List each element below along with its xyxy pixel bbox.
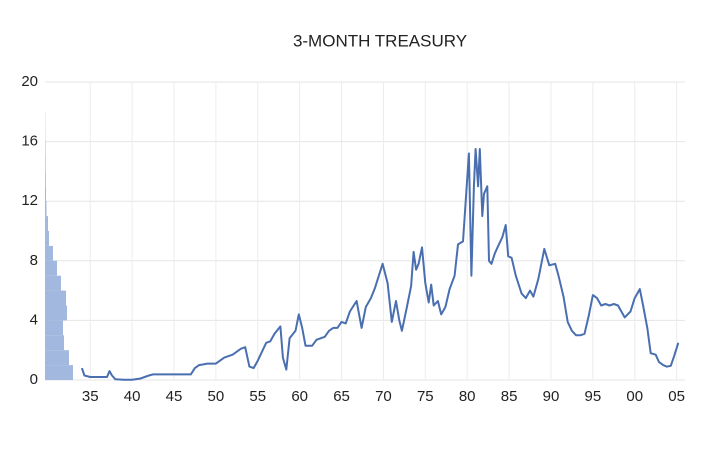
histogram-bar [45,261,57,276]
y-tick-label: 20 [21,73,38,90]
histogram-bar [45,142,46,157]
histogram-bar [45,306,67,321]
histogram-bar [45,157,46,172]
x-tick-label: 80 [459,388,476,405]
histogram-bar [45,365,73,380]
histogram-bar [45,186,46,201]
x-tick-label: 60 [291,388,308,405]
x-tick-label: 05 [668,388,685,405]
chart-title: 3-MONTH TREASURY [293,31,467,50]
y-tick-label: 4 [30,311,38,328]
x-tick-label: 00 [626,388,643,405]
y-tick-label: 16 [21,133,38,150]
histogram-bar [45,231,49,246]
x-tick-label: 45 [166,388,183,405]
y-tick-label: 12 [21,192,38,209]
histogram-bar [45,216,48,231]
x-tick-label: 95 [585,388,602,405]
histogram-bar [45,276,61,291]
x-tick-label: 65 [333,388,350,405]
y-tick-label: 8 [30,252,38,269]
x-tick-label: 50 [208,388,225,405]
x-tick-label: 55 [249,388,266,405]
y-tick-label: 0 [30,371,38,388]
histogram-bar [45,201,47,216]
histogram-bar [45,246,53,261]
x-tick-label: 75 [417,388,434,405]
histogram-bar [45,291,66,306]
histogram-bar [45,335,64,350]
x-tick-label: 90 [543,388,560,405]
x-tick-label: 35 [82,388,99,405]
histogram-bar [45,350,69,365]
x-tick-label: 85 [501,388,518,405]
histogram-bar [45,171,46,186]
data-line [82,149,678,380]
x-tick-label: 40 [124,388,141,405]
x-tick-label: 70 [375,388,392,405]
histogram-bar [45,320,63,335]
